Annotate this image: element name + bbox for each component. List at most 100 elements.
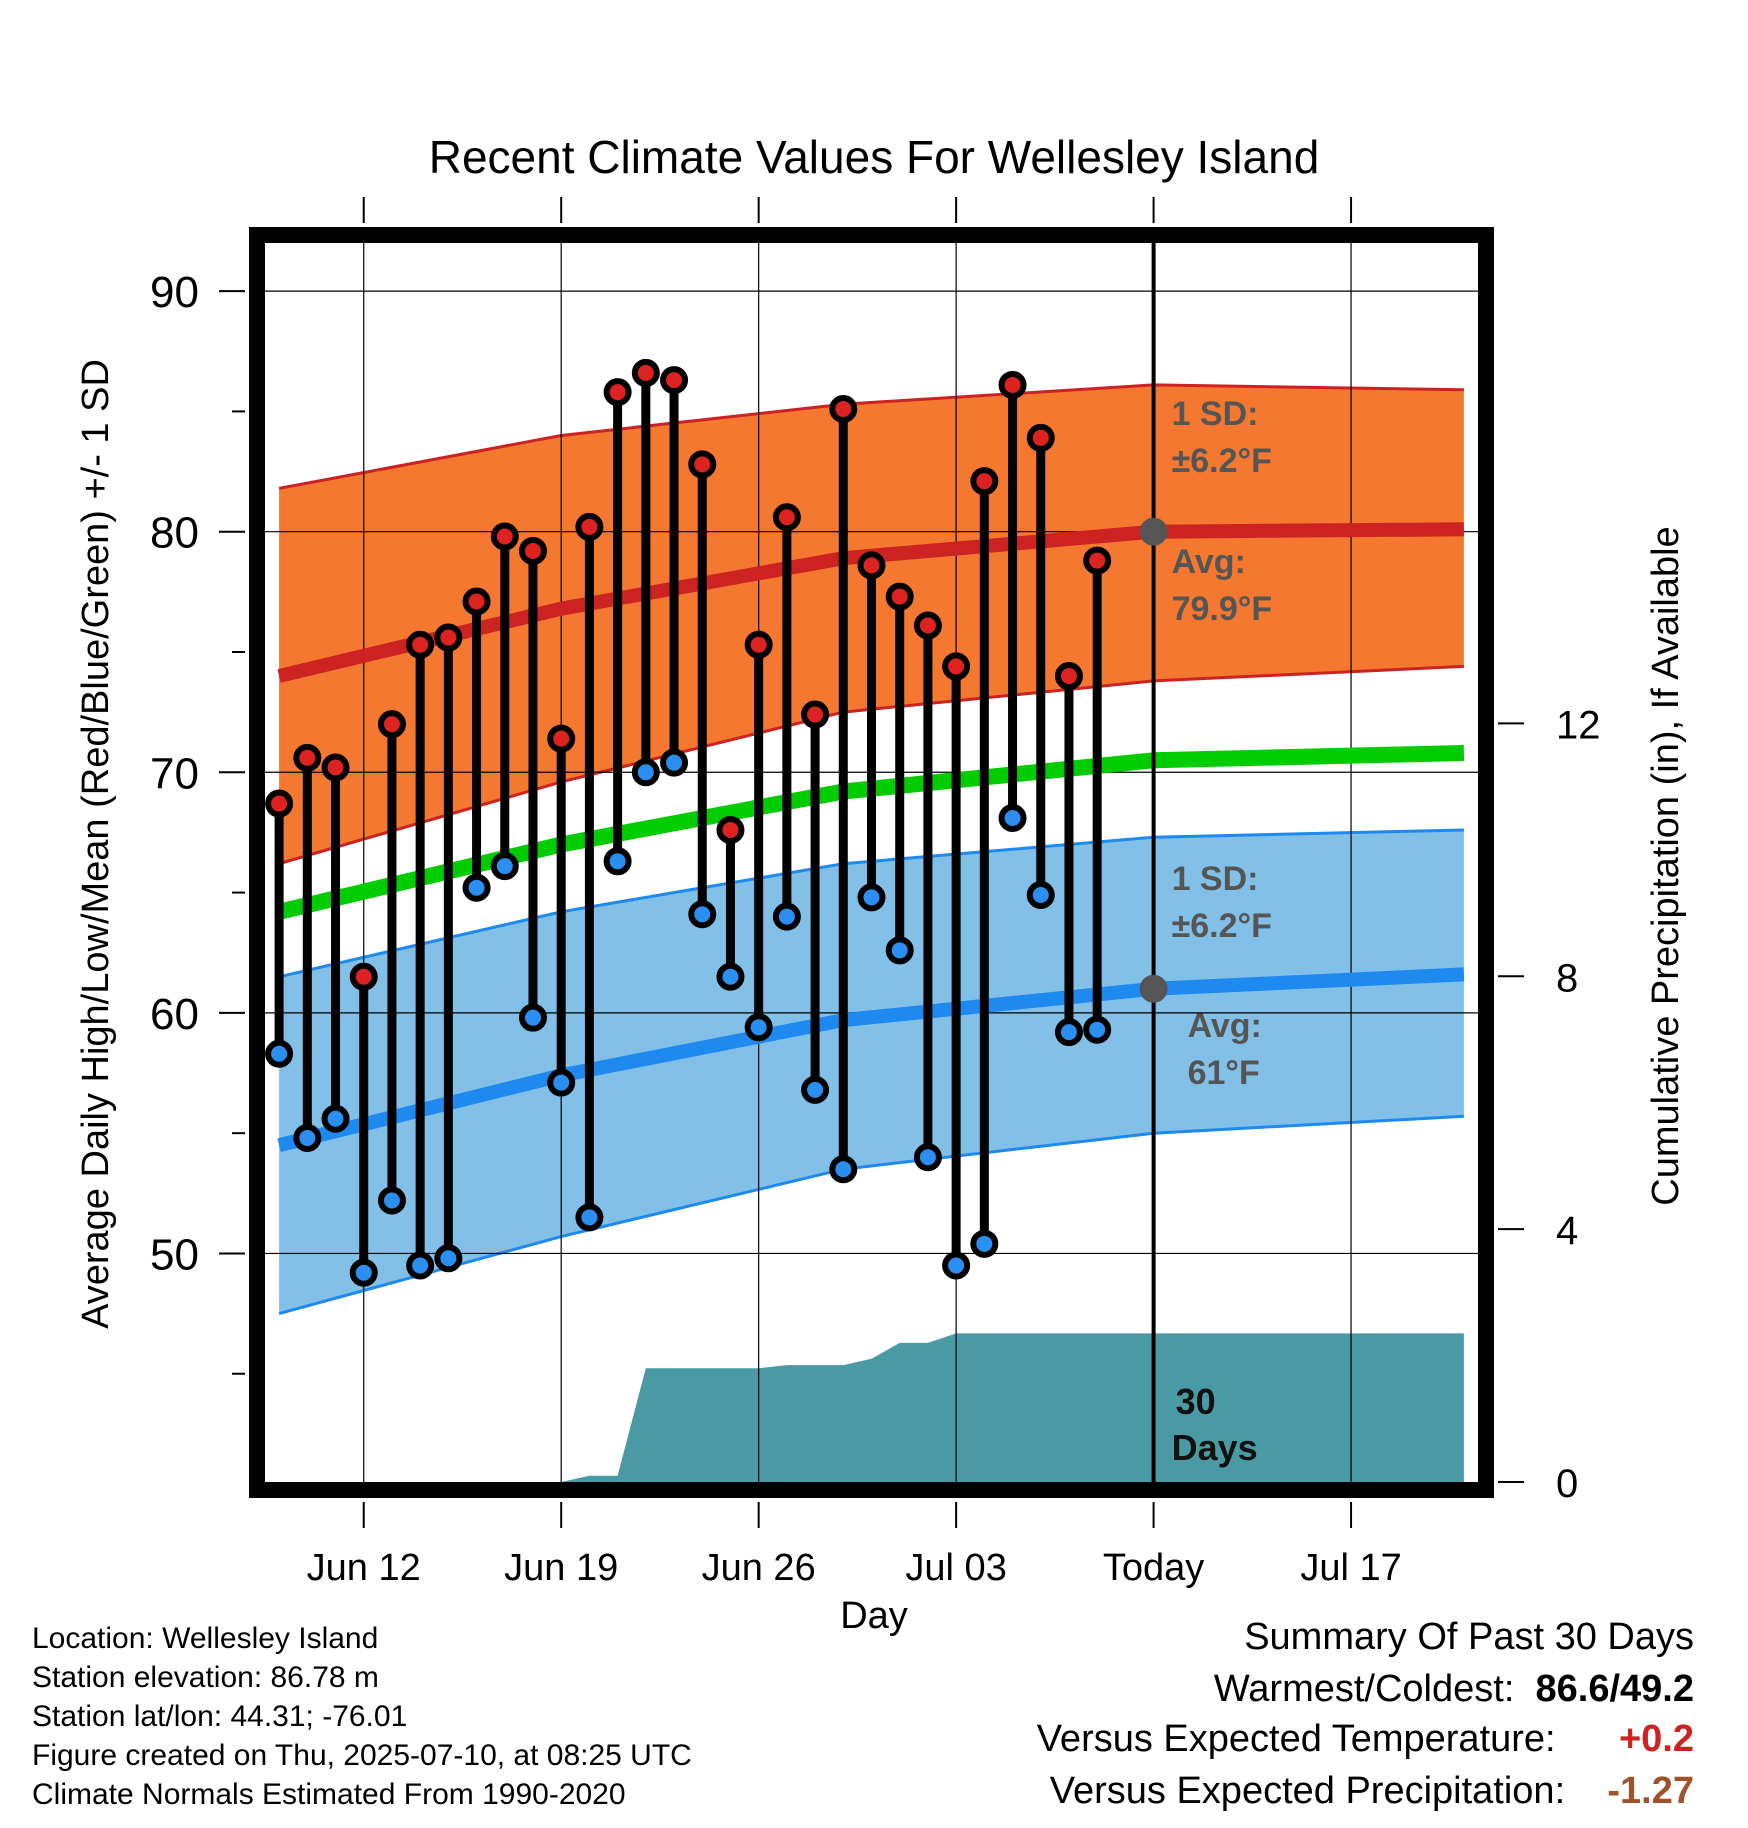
x-tick-label: Jul 03 xyxy=(905,1547,1006,1589)
low-point xyxy=(829,1155,858,1184)
info-normals: Climate Normals Estimated From 1990-2020 xyxy=(32,1778,626,1811)
precip-label: Versus Expected Precipitation: xyxy=(1049,1770,1566,1812)
high-point xyxy=(1026,423,1055,452)
high-point xyxy=(998,370,1027,399)
high-point xyxy=(829,395,858,424)
high-point xyxy=(1083,546,1112,575)
y2-tick-label: 0 xyxy=(1556,1462,1578,1506)
low-point xyxy=(603,847,632,876)
summary-precip: Versus Expected Precipitation: -1.27 xyxy=(1050,1770,1694,1813)
warm-cold-label: Warmest/Coldest: xyxy=(1213,1668,1515,1710)
high-point xyxy=(801,700,830,729)
low-point xyxy=(857,883,886,912)
low-point xyxy=(998,803,1027,832)
high-point xyxy=(744,630,773,659)
high-point xyxy=(490,522,519,551)
y-tick-label: 60 xyxy=(150,990,199,1039)
high-point xyxy=(547,724,576,753)
low-point xyxy=(913,1143,942,1172)
low-point xyxy=(1026,880,1055,909)
precip-area xyxy=(279,1333,1464,1482)
high-point xyxy=(265,789,294,818)
low-sd-value: ±6.2°F xyxy=(1172,907,1272,945)
y-tick-label: 70 xyxy=(150,749,199,798)
y-tick-label: 90 xyxy=(150,268,199,317)
low-point xyxy=(942,1251,971,1280)
high-point xyxy=(913,611,942,640)
plot-area: 1 SD: ±6.2°F Avg: 79.9°F 1 SD: ±6.2°F Avg: 61°F… xyxy=(265,243,1478,1482)
today-low-avg-marker xyxy=(1139,974,1168,1003)
y2-tick-label: 4 xyxy=(1556,1209,1578,1253)
low-point xyxy=(575,1203,604,1232)
x-tick-label: Jun 26 xyxy=(702,1547,816,1589)
high-point xyxy=(660,366,689,395)
high-avg-label: Avg: xyxy=(1172,543,1246,581)
low-sd-label: 1 SD: xyxy=(1172,860,1259,898)
high-point xyxy=(885,582,914,611)
y2-axis-label: Cumulative Precipitation (in), If Availa… xyxy=(1645,526,1687,1205)
info-elevation: Station elevation: 86.78 m xyxy=(32,1661,379,1694)
precip-value: -1.27 xyxy=(1607,1770,1694,1812)
info-latlon: Station lat/lon: 44.31; -76.01 xyxy=(32,1700,408,1733)
high-point xyxy=(857,551,886,580)
high-point xyxy=(716,816,745,845)
summary-temp: Versus Expected Temperature: +0.2 xyxy=(1037,1718,1694,1761)
low-point xyxy=(688,900,717,929)
x-tick-label: Jun 19 xyxy=(504,1547,618,1589)
info-location: Location: Wellesley Island xyxy=(32,1622,379,1655)
y-tick-label: 80 xyxy=(150,509,199,558)
low-point xyxy=(349,1258,378,1287)
x-axis-label: Day xyxy=(840,1595,908,1637)
warm-cold-value: 86.6/49.2 xyxy=(1535,1668,1694,1710)
high-point xyxy=(970,467,999,496)
x-tick-label: Jun 12 xyxy=(307,1547,421,1589)
low-point xyxy=(518,1003,547,1032)
x-tick-label: Today xyxy=(1103,1547,1204,1589)
high-sd-value: ±6.2°F xyxy=(1172,442,1272,480)
low-sd-band xyxy=(279,830,1464,1314)
low-point xyxy=(660,748,689,777)
low-point xyxy=(744,1013,773,1042)
high-point xyxy=(942,652,971,681)
low-point xyxy=(265,1039,294,1068)
high-point xyxy=(434,623,463,652)
low-point xyxy=(885,936,914,965)
high-point xyxy=(406,630,435,659)
high-point xyxy=(688,450,717,479)
today-high-avg-marker xyxy=(1139,517,1168,546)
low-point xyxy=(716,962,745,991)
low-point xyxy=(377,1186,406,1215)
low-point xyxy=(434,1244,463,1273)
summary-warm-cold: Warmest/Coldest: 86.6/49.2 xyxy=(1214,1668,1694,1711)
y-axis-label: Average Daily High/Low/Mean (Red/Blue/Gr… xyxy=(75,359,117,1329)
chart-title: Recent Climate Values For Wellesley Isla… xyxy=(429,131,1320,183)
low-avg-value: 61°F xyxy=(1188,1054,1260,1092)
low-avg-label: Avg: xyxy=(1188,1007,1262,1045)
temp-label: Versus Expected Temperature: xyxy=(1036,1718,1556,1760)
low-point xyxy=(321,1104,350,1133)
low-point xyxy=(801,1075,830,1104)
high-point xyxy=(518,536,547,565)
high-point xyxy=(321,753,350,782)
low-point xyxy=(490,852,519,881)
temp-value: +0.2 xyxy=(1618,1718,1694,1760)
high-point xyxy=(377,710,406,739)
high-point xyxy=(575,512,604,541)
summary-title: Summary Of Past 30 Days xyxy=(1244,1616,1694,1658)
low-point xyxy=(970,1229,999,1258)
y2-tick-label: 12 xyxy=(1556,703,1601,747)
precip-days-label-1: 30 xyxy=(1176,1381,1216,1422)
low-point xyxy=(293,1123,322,1152)
low-point xyxy=(547,1068,576,1097)
low-point xyxy=(772,902,801,931)
precip-days-label-2: Days xyxy=(1172,1427,1258,1468)
high-sd-label: 1 SD: xyxy=(1172,395,1259,433)
high-point xyxy=(462,587,491,616)
high-point xyxy=(772,503,801,532)
y2-tick-label: 8 xyxy=(1556,956,1578,1000)
high-point xyxy=(293,743,322,772)
axes: 50 60 70 80 90 0 4 8 12 Jun 12 Jun 19 Jun 26 Jul 03 T… xyxy=(150,197,1601,1589)
low-point xyxy=(1083,1015,1112,1044)
x-tick-label: Jul 17 xyxy=(1300,1547,1401,1589)
